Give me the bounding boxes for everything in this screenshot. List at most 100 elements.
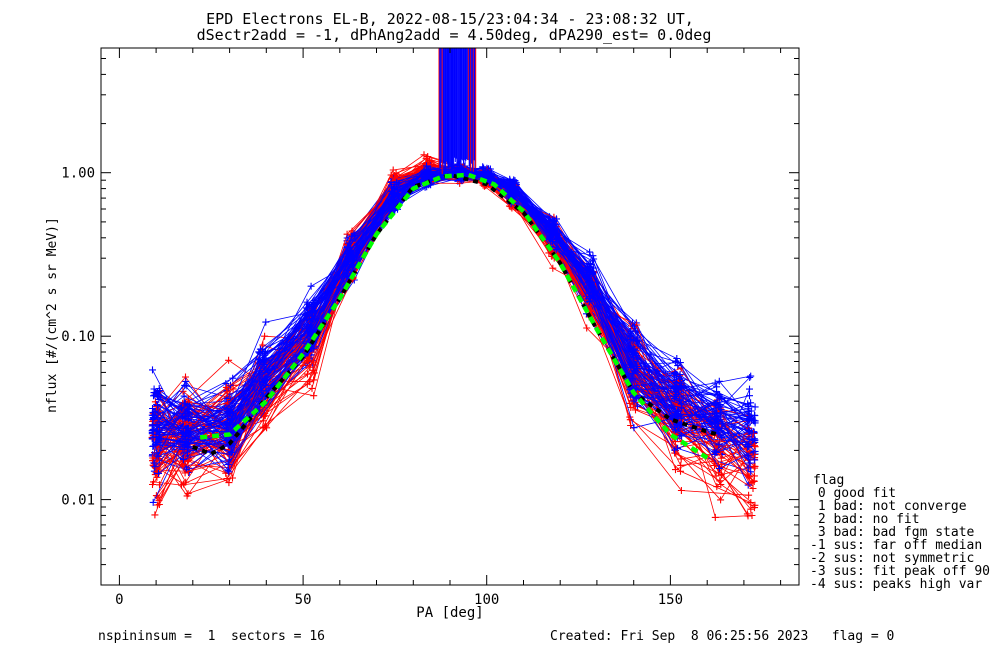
- x-tick-label: 100: [474, 592, 499, 608]
- red-point-marker: [747, 505, 755, 513]
- blue-point-marker: [225, 468, 233, 476]
- blue-point-marker: [546, 233, 553, 241]
- blue-point-marker: [745, 442, 753, 450]
- blue-point-marker: [677, 400, 685, 408]
- blue-point-marker: [184, 424, 191, 432]
- blue-point-marker: [228, 399, 236, 407]
- red-point-marker: [229, 474, 236, 482]
- red-point-marker: [422, 155, 430, 163]
- fit-curve: [199, 172, 709, 460]
- footer-right: Created: Fri Sep 8 06:25:56 2023 flag = …: [550, 629, 894, 644]
- blue-point-marker: [510, 187, 518, 195]
- axes: [100, 47, 800, 586]
- red-point-marker: [715, 469, 723, 477]
- blue-point-marker: [259, 392, 267, 400]
- blue-point-marker: [751, 411, 758, 419]
- blue-point-marker: [180, 392, 188, 400]
- red-point-marker: [420, 151, 428, 159]
- blue-point-marker: [715, 377, 723, 385]
- flag-legend-item: 0 good fit: [810, 486, 896, 501]
- red-point-marker: [305, 353, 313, 361]
- blue-point-marker: [673, 371, 680, 378]
- red-point-marker: [749, 485, 757, 492]
- blue-point-marker: [155, 436, 162, 444]
- red-point-marker: [716, 477, 724, 485]
- blue-point-marker: [156, 441, 164, 449]
- blue-point-marker: [633, 363, 640, 370]
- blue-point-marker: [224, 460, 232, 468]
- blue-point-marker: [480, 164, 488, 172]
- red-point-marker: [151, 511, 159, 519]
- blue-point-marker: [716, 409, 724, 417]
- blue-point-marker: [304, 304, 311, 312]
- red-point-marker: [677, 455, 685, 463]
- blue-point-marker: [671, 369, 679, 377]
- blue-point-marker: [714, 417, 722, 425]
- blue-point-marker: [751, 403, 759, 411]
- blue-point-marker: [553, 230, 561, 238]
- blue-point-marker: [744, 408, 752, 415]
- red-point-marker: [304, 370, 311, 378]
- blue-point-marker: [670, 395, 678, 403]
- blue-point-marker: [178, 438, 186, 446]
- data-layer: [148, 151, 759, 521]
- blue-point-marker: [585, 263, 593, 271]
- red-trace: [157, 162, 749, 506]
- red-point-marker: [181, 469, 189, 477]
- blue-point-marker: [586, 248, 594, 256]
- blue-point-marker: [151, 407, 159, 415]
- blue-point-marker: [305, 310, 313, 318]
- red-point-marker: [549, 264, 557, 272]
- blue-point-marker: [148, 427, 156, 435]
- blue-point-marker: [181, 400, 189, 408]
- blue-point-marker: [154, 390, 162, 398]
- blue-point-marker: [351, 232, 359, 240]
- blue-point-marker: [261, 351, 269, 359]
- red-point-marker: [751, 442, 758, 450]
- blue-point-marker: [673, 385, 681, 393]
- blue-point-marker: [631, 367, 639, 375]
- blue-point-marker: [630, 397, 638, 405]
- blue-point-marker: [585, 293, 593, 300]
- blue-trace: [153, 169, 748, 464]
- red-point-marker: [229, 385, 237, 393]
- blue-point-marker: [156, 428, 163, 436]
- blue-point-marker: [222, 380, 230, 388]
- red-point-marker: [222, 383, 230, 391]
- blue-point-marker: [715, 394, 723, 402]
- blue-point-marker: [744, 464, 752, 472]
- blue-point-marker: [750, 435, 758, 443]
- blue-point-marker: [551, 217, 558, 225]
- red-point-marker: [308, 384, 316, 392]
- x-axis-label: PA [deg]: [416, 605, 483, 621]
- flag-legend-item: -1 sus: far off median: [810, 538, 982, 553]
- y-axis-label: nflux [#/(cm^2 s sr MeV)]: [45, 217, 60, 413]
- flag-legend-item: -4 sus: peaks high var: [810, 577, 982, 592]
- red-point-marker: [389, 166, 397, 174]
- red-point-marker: [392, 170, 400, 178]
- blue-point-marker: [222, 420, 230, 428]
- blue-point-marker: [149, 498, 157, 506]
- blue-point-marker: [713, 383, 721, 391]
- x-tick-label: 0: [115, 592, 123, 608]
- median-curve: [192, 172, 719, 457]
- red-point-marker: [672, 466, 679, 474]
- blue-point-marker: [630, 322, 638, 330]
- blue-point-marker: [746, 459, 754, 467]
- blue-point-marker: [149, 433, 157, 441]
- red-point-marker: [677, 487, 685, 494]
- flag-legend-item: 1 bad: not converge: [810, 499, 967, 514]
- blue-point-marker: [149, 421, 157, 429]
- blue-point-marker: [746, 374, 754, 381]
- blue-point-marker: [260, 379, 268, 387]
- blue-point-marker: [260, 361, 268, 368]
- blue-point-marker: [747, 399, 755, 407]
- red-point-marker: [310, 392, 318, 400]
- red-point-marker: [223, 388, 231, 396]
- red-point-marker: [184, 490, 192, 498]
- red-point-marker: [152, 403, 160, 411]
- red-point-marker: [155, 496, 163, 504]
- flag-legend: flag 0 good fit 1 bad: not converge 2 ba…: [810, 473, 990, 592]
- blue-point-marker: [228, 448, 236, 456]
